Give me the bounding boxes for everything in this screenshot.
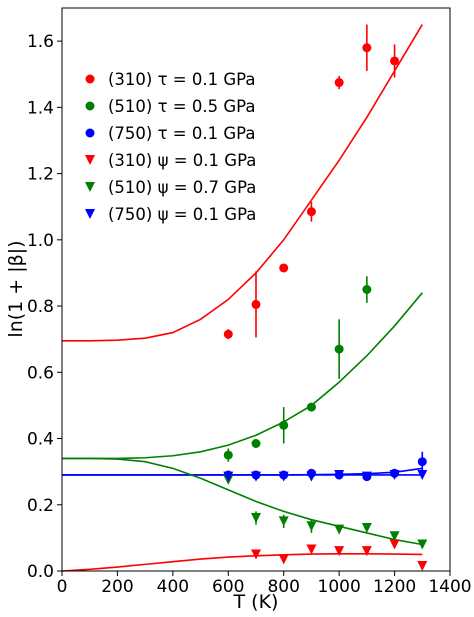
data-point <box>223 450 233 460</box>
data-point <box>306 402 316 412</box>
legend-label: (510) τ = 0.5 GPa <box>108 97 255 116</box>
legend-label: (750) ψ = 0.1 GPa <box>108 205 256 224</box>
data-point <box>334 344 344 354</box>
data-point <box>278 554 289 565</box>
y-tick-label: 1.2 <box>27 165 54 185</box>
x-axis-label: T (K) <box>233 591 279 613</box>
y-tick-label: 0.2 <box>27 496 54 516</box>
x-tick-label: 400 <box>157 577 189 597</box>
legend: (310) τ = 0.1 GPa (510) τ = 0.5 GPa (750) … <box>85 70 256 224</box>
legend-label: (510) ψ = 0.7 GPa <box>108 178 256 197</box>
data-point <box>362 43 372 53</box>
data-point <box>279 263 289 273</box>
data-point <box>361 522 372 533</box>
data-point <box>417 539 428 550</box>
y-tick-label: 0.4 <box>27 430 54 450</box>
y-tick-label: 1.4 <box>27 98 54 118</box>
legend-marker <box>85 128 95 138</box>
fit-line-0 <box>62 24 423 342</box>
y-axis-label: ln(1 + |β|) <box>5 240 27 337</box>
data-point <box>251 471 261 482</box>
legend-label: (750) τ = 0.1 GPa <box>108 124 255 143</box>
fit-line-4 <box>62 457 423 546</box>
x-tick-label: 0 <box>57 577 68 597</box>
data-point <box>306 471 317 482</box>
data-point <box>417 469 428 480</box>
x-tick-label: 1200 <box>373 577 416 597</box>
x-tick-label: 600 <box>212 577 244 597</box>
data-point <box>334 546 345 557</box>
y-tick-label: 0.8 <box>27 297 54 317</box>
data-point <box>251 299 261 309</box>
legend-label: (310) ψ = 0.1 GPa <box>108 151 256 170</box>
data-point <box>251 513 261 524</box>
data-point <box>334 524 345 535</box>
data-point <box>361 546 372 557</box>
data-point <box>306 521 317 532</box>
y-tick-label: 1.6 <box>27 32 54 52</box>
data-point <box>362 285 372 294</box>
fit-line-1 <box>62 292 423 460</box>
y-tick-label: 1.0 <box>27 231 54 251</box>
data-point <box>334 78 344 88</box>
data-point <box>361 471 372 482</box>
data-point <box>417 561 428 572</box>
data-point <box>251 549 261 560</box>
y-tick-label: 0.6 <box>27 363 54 383</box>
legend-marker <box>85 209 95 219</box>
data-point <box>279 420 289 430</box>
x-tick-label: 800 <box>267 577 299 597</box>
legend-marker <box>85 101 95 111</box>
data-point <box>417 457 427 467</box>
data-point <box>223 471 234 482</box>
x-tick-label: 1400 <box>428 577 471 597</box>
plot-area <box>61 24 428 572</box>
data-point <box>251 438 261 448</box>
data-point <box>223 329 233 339</box>
legend-label: (310) τ = 0.1 GPa <box>108 70 255 89</box>
data-point <box>306 207 316 217</box>
y-tick-label: 0.0 <box>27 562 54 582</box>
data-point <box>334 469 345 480</box>
data-point <box>390 56 400 66</box>
data-point <box>389 539 400 550</box>
legend-marker <box>85 182 95 192</box>
data-point <box>278 516 289 527</box>
data-point <box>389 531 400 542</box>
fit-line-5 <box>61 552 423 572</box>
axes: 0 200 400 600 800 1000 1200 1400 0.0 0.2 0.4 0.6 0.8… <box>27 32 472 597</box>
data-point <box>389 469 400 480</box>
legend-marker <box>85 155 95 165</box>
plot-frame <box>61 7 451 572</box>
x-tick-label: 200 <box>101 577 133 597</box>
data-point <box>278 471 289 482</box>
x-tick-label: 1000 <box>318 577 361 597</box>
data-point <box>306 544 317 555</box>
legend-marker <box>85 74 95 84</box>
